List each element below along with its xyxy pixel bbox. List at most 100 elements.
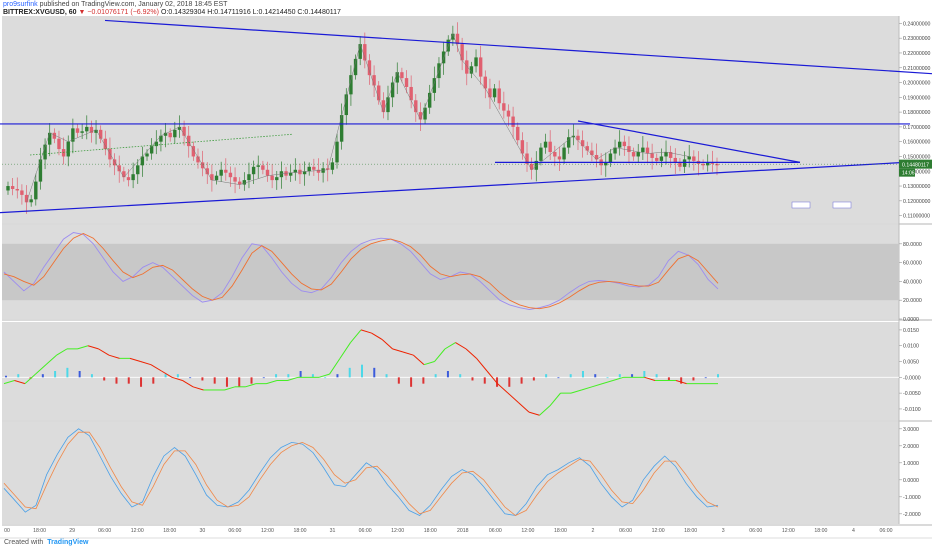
candle-body: [177, 126, 182, 130]
candle-body: [20, 190, 24, 195]
macd-histogram-bar: [176, 374, 179, 378]
candle-body: [506, 110, 511, 117]
candle-body: [377, 85, 381, 101]
candle-body: [608, 153, 613, 163]
macd-histogram-bar: [508, 377, 511, 387]
candle-body: [460, 44, 464, 61]
candle-body: [687, 156, 691, 160]
candle-body: [71, 128, 75, 142]
candle-body: [85, 126, 89, 132]
price-axis-tick-label: 0.17000000: [903, 125, 931, 131]
candle-body: [650, 153, 654, 158]
macd-histogram-bar: [41, 374, 44, 378]
macd-line-segment: [350, 329, 362, 343]
candle-body: [622, 141, 627, 147]
macd-line-segment: [318, 373, 330, 378]
candle-body: [567, 137, 571, 148]
candle-body: [423, 107, 427, 120]
time-axis-label: 30: [199, 528, 205, 534]
candle-body: [316, 169, 321, 173]
time-axis-label: 2018: [457, 528, 469, 534]
time-axis-label: 06:00: [749, 528, 762, 534]
wave-axis-tick-label: 2.0000: [903, 444, 919, 450]
candle-body: [432, 78, 437, 93]
candle-body: [516, 126, 520, 141]
macd-histogram-bar: [90, 374, 93, 378]
macd-axis-tick-label: -0.0100: [903, 407, 921, 413]
price-axis-tick-label: 0.16000000: [903, 140, 931, 146]
candle-body: [576, 135, 580, 141]
candle-body: [659, 156, 664, 161]
author-link[interactable]: pro9surfink: [3, 1, 38, 8]
macd-histogram-bar: [5, 375, 7, 378]
lower-support-trendline: [0, 160, 932, 214]
macd-line-segment: [497, 383, 509, 394]
publish-date: published on TradingView.com, January 02…: [39, 1, 228, 8]
macd-line-segment: [675, 380, 687, 385]
candle-body: [469, 66, 474, 74]
candle-body: [617, 141, 622, 148]
candle-body: [414, 100, 418, 113]
candle-body: [441, 51, 446, 64]
macd-histogram-bar: [422, 377, 425, 384]
candle-body: [543, 141, 548, 148]
macd-line-segment: [518, 402, 530, 413]
candle-body: [339, 115, 344, 142]
stoch-axis-tick-label: 60.0000: [903, 261, 922, 267]
candle-body: [358, 44, 362, 59]
macd-line-segment: [539, 405, 551, 416]
price-axis-tick-label: 0.15000000: [903, 154, 931, 160]
tradingview-logo[interactable]: TradingView: [47, 539, 89, 546]
wave-pane-bg: [2, 422, 899, 524]
candle-body: [140, 156, 145, 166]
candle-body: [224, 169, 228, 173]
wave-axis-tick-label: 3.0000: [903, 427, 919, 433]
candle-body: [136, 165, 140, 175]
candle-body: [210, 174, 214, 181]
wave-axis-tick-label: 0.0000: [903, 478, 919, 484]
stoch-axis-tick-label: 20.0000: [903, 298, 922, 304]
time-axis-label: 18:00: [33, 528, 46, 534]
time-axis-label: 18:00: [424, 528, 437, 534]
macd-histogram-bar: [692, 377, 695, 381]
candle-body: [154, 141, 158, 147]
candle-body: [386, 97, 390, 113]
macd-histogram-bar: [250, 377, 253, 384]
macd-histogram-bar: [225, 377, 228, 387]
candle-body: [29, 199, 33, 203]
time-axis-label: 06:00: [228, 528, 241, 534]
macd-histogram-bar: [238, 377, 241, 387]
macd-histogram-bar: [459, 374, 462, 378]
ohlc-values: O:0.14329304 H:0.14711916 L:0.14214450 C…: [160, 9, 341, 16]
candle-body: [418, 112, 423, 120]
candle-body: [237, 181, 242, 185]
macd-line-segment: [140, 361, 152, 366]
macd-line-segment: [161, 370, 173, 378]
candle-body: [330, 162, 335, 170]
time-axis-label: 12:00: [521, 528, 534, 534]
macd-line-segment: [423, 361, 435, 366]
macd-histogram-bar: [434, 374, 437, 378]
macd-line-segment: [14, 380, 26, 385]
macd-histogram-bar: [78, 371, 81, 378]
time-axis-label: 3: [722, 528, 725, 534]
candle-body: [488, 88, 492, 98]
candle-body: [182, 126, 186, 136]
candle-body: [655, 157, 659, 161]
time-axis-label: 00: [4, 528, 10, 534]
macd-line-segment: [45, 354, 57, 366]
candle-body: [710, 162, 715, 164]
macd-line-segment: [644, 376, 656, 381]
candle-body: [478, 57, 483, 77]
macd-histogram-bar: [311, 374, 314, 378]
macd-histogram-bar: [581, 371, 584, 378]
candle-body: [131, 174, 135, 181]
time-axis-label: 2: [592, 528, 595, 534]
candle-body: [682, 159, 687, 167]
candle-body: [349, 75, 353, 95]
upper-resistance-trendline: [104, 19, 932, 75]
macd-line-segment: [108, 354, 120, 359]
zigzag-line: [26, 32, 690, 203]
macd-histogram-bar: [54, 371, 57, 378]
